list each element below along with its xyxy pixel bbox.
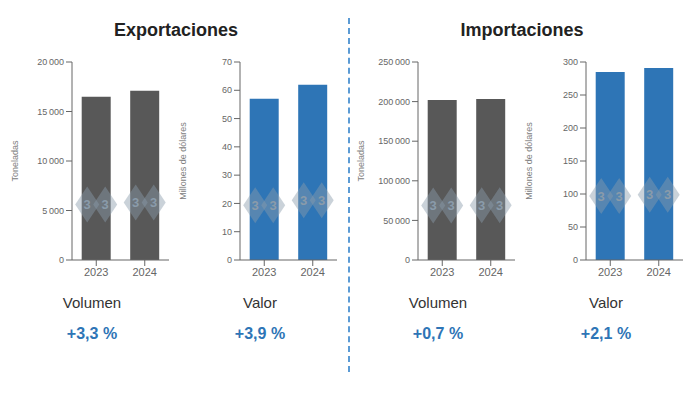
svg-text:2023: 2023 bbox=[252, 266, 276, 278]
svg-text:3: 3 bbox=[496, 198, 503, 213]
svg-text:50: 50 bbox=[567, 222, 577, 232]
svg-text:150 000: 150 000 bbox=[378, 136, 410, 146]
svg-text:100: 100 bbox=[562, 189, 577, 199]
svg-text:Toneladas: Toneladas bbox=[10, 140, 20, 182]
html-text:Valor: Valor bbox=[243, 294, 277, 311]
svg-text:3: 3 bbox=[447, 198, 454, 213]
svg-text:Toneladas: Toneladas bbox=[356, 140, 366, 182]
svg-text:200: 200 bbox=[562, 123, 577, 133]
html-text:Importaciones: Importaciones bbox=[460, 20, 584, 40]
svg-text:100 000: 100 000 bbox=[378, 176, 410, 186]
html-text:Volumen: Volumen bbox=[62, 294, 122, 311]
svg-text:200 000: 200 000 bbox=[378, 97, 410, 107]
svg-text:3: 3 bbox=[251, 198, 258, 213]
svg-text:2023: 2023 bbox=[598, 266, 622, 278]
svg-text:3: 3 bbox=[646, 187, 653, 202]
svg-text:2024: 2024 bbox=[478, 266, 502, 278]
svg-text:3: 3 bbox=[615, 189, 622, 204]
svg-text:30: 30 bbox=[221, 170, 231, 180]
svg-text:250 000: 250 000 bbox=[378, 57, 410, 67]
svg-text:3: 3 bbox=[300, 193, 307, 208]
svg-text:3: 3 bbox=[597, 189, 604, 204]
svg-text:15 000: 15 000 bbox=[37, 107, 64, 117]
html-text:+3,3 %: +3,3 % bbox=[66, 325, 118, 342]
svg-text:2023: 2023 bbox=[84, 266, 108, 278]
html-text:+3,9 %: +3,9 % bbox=[234, 325, 286, 342]
svg-text:3: 3 bbox=[269, 198, 276, 213]
html-text:+2,1 %: +2,1 % bbox=[580, 325, 632, 342]
html-text:Exportaciones: Exportaciones bbox=[114, 20, 238, 40]
svg-text:5 000: 5 000 bbox=[42, 206, 64, 216]
svg-text:40: 40 bbox=[221, 142, 231, 152]
svg-text:10 000: 10 000 bbox=[37, 156, 64, 166]
svg-text:3: 3 bbox=[478, 198, 485, 213]
svg-text:3: 3 bbox=[132, 195, 139, 210]
svg-text:Millones de dólares: Millones de dólares bbox=[178, 122, 188, 200]
html-text:+0,7 %: +0,7 % bbox=[412, 325, 464, 342]
svg-text:50: 50 bbox=[221, 114, 231, 124]
svg-text:50 000: 50 000 bbox=[383, 216, 410, 226]
svg-text:60: 60 bbox=[221, 85, 231, 95]
svg-text:3: 3 bbox=[150, 195, 157, 210]
svg-text:2024: 2024 bbox=[646, 266, 670, 278]
svg-text:2024: 2024 bbox=[132, 266, 156, 278]
svg-text:20 000: 20 000 bbox=[37, 57, 64, 67]
svg-text:3: 3 bbox=[101, 197, 108, 212]
svg-text:300: 300 bbox=[562, 57, 577, 67]
svg-text:3: 3 bbox=[318, 193, 325, 208]
svg-text:3: 3 bbox=[429, 198, 436, 213]
svg-text:3: 3 bbox=[664, 187, 671, 202]
html-text:Volumen: Volumen bbox=[408, 294, 468, 311]
svg-text:2023: 2023 bbox=[430, 266, 454, 278]
svg-text:Millones de dólares: Millones de dólares bbox=[524, 122, 534, 200]
svg-text:250: 250 bbox=[562, 90, 577, 100]
svg-text:2024: 2024 bbox=[300, 266, 324, 278]
svg-text:3: 3 bbox=[83, 197, 90, 212]
svg-text:0: 0 bbox=[404, 255, 409, 265]
svg-text:0: 0 bbox=[58, 255, 63, 265]
svg-text:0: 0 bbox=[226, 255, 231, 265]
svg-text:150: 150 bbox=[562, 156, 577, 166]
svg-text:0: 0 bbox=[572, 255, 577, 265]
svg-text:10: 10 bbox=[221, 227, 231, 237]
html-text:Valor: Valor bbox=[589, 294, 623, 311]
svg-text:70: 70 bbox=[221, 57, 231, 67]
svg-text:20: 20 bbox=[221, 199, 231, 209]
